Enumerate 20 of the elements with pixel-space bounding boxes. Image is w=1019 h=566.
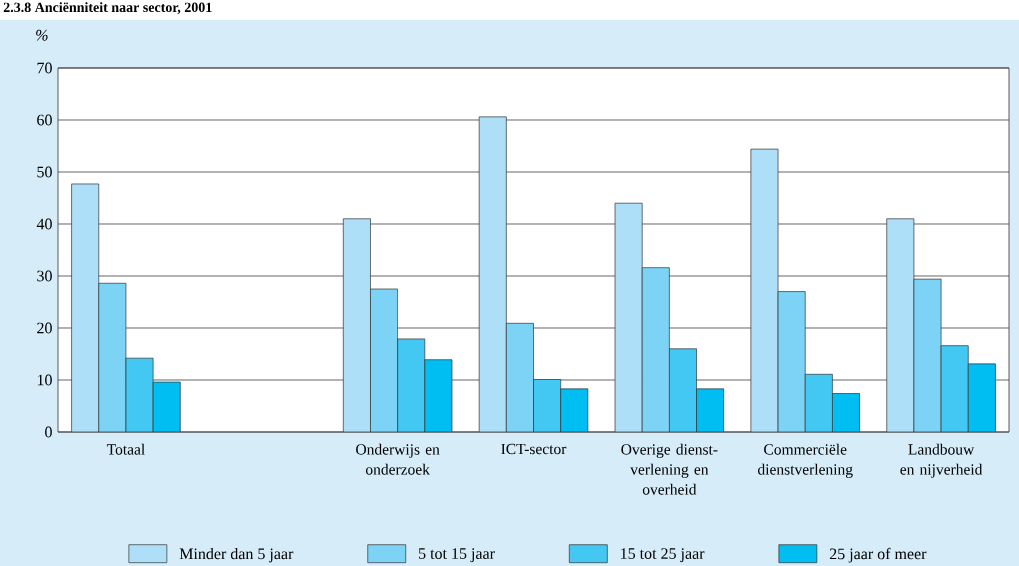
y-tick-label: 10 xyxy=(37,374,52,386)
x-tick-label: ICT-sector xyxy=(501,443,567,455)
y-tick-label: 40 xyxy=(36,218,52,230)
y-tick-label: 60 xyxy=(37,114,52,126)
y-tick-label: 50 xyxy=(37,166,52,178)
legend-label: 5 tot 15 jaar xyxy=(419,548,495,563)
x-tick-label: Landbouw en nijverheid xyxy=(900,443,983,478)
chart-title: 2.3.8 Anciënniteit naar sector, 2001 xyxy=(3,2,212,15)
y-tick-label: 0 xyxy=(45,426,52,438)
y-tick-label: 30 xyxy=(37,270,52,282)
legend-label: Minder dan 5 jaar xyxy=(179,547,294,563)
legend-label: 15 tot 25 jaar xyxy=(621,548,705,563)
legend-label: 25 jaar of meer xyxy=(829,547,927,563)
x-tick-label: Onderwijs en onderzoek xyxy=(356,443,440,475)
x-tick-label: Commerciële dienstverlening xyxy=(758,443,853,478)
x-tick-label: Overige dienst- verlening en overheid xyxy=(621,443,718,495)
y-axis-title: % xyxy=(36,29,48,41)
x-tick-label: Totaal xyxy=(106,443,145,455)
y-tick-label: 70 xyxy=(37,62,52,74)
y-tick-label: 20 xyxy=(37,322,52,334)
